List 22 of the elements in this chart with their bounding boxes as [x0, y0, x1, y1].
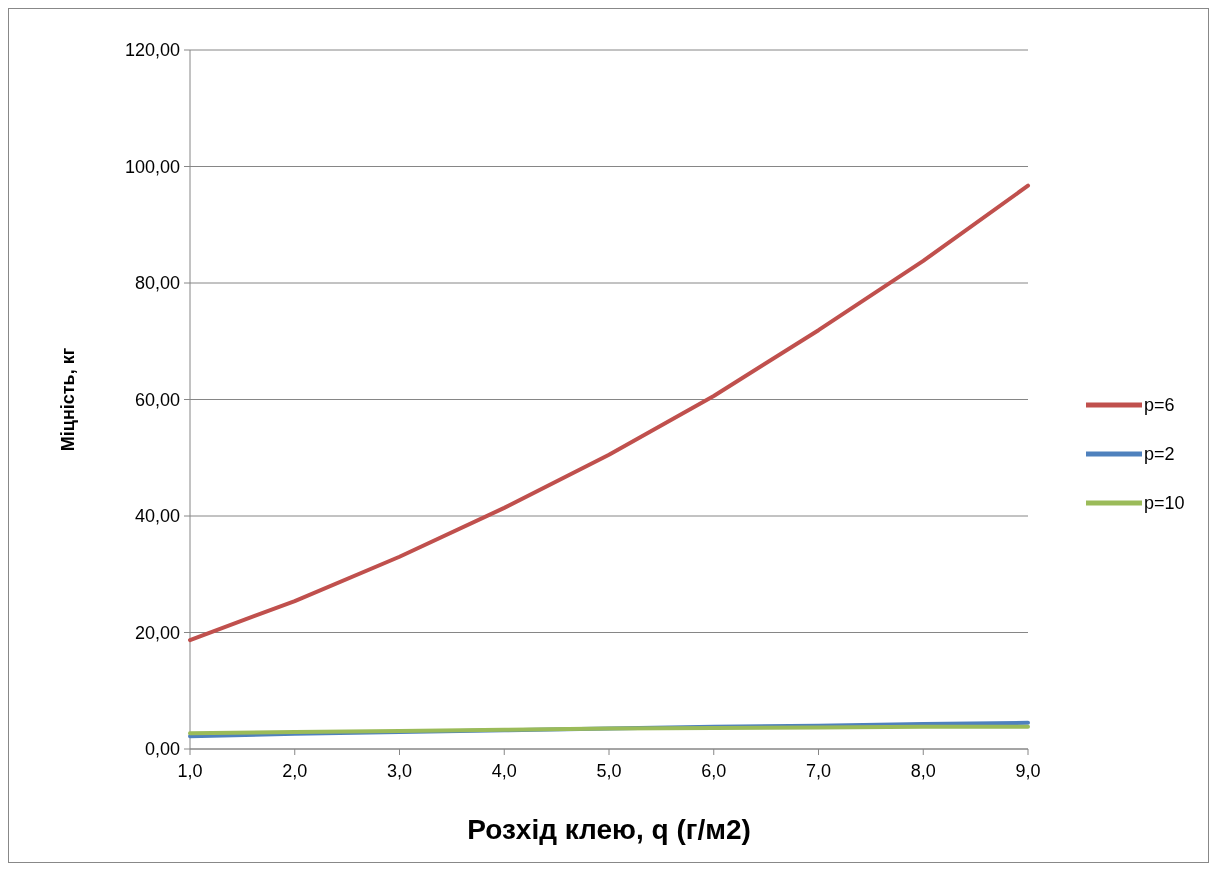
y-tick-label: 80,00 — [134, 273, 180, 294]
y-tick-label: 0,00 — [144, 739, 180, 760]
legend-label: p=10 — [1144, 493, 1185, 514]
x-tick-label: 5,0 — [596, 761, 622, 781]
x-axis-title: Розхід клею, q (г/м2) — [467, 814, 751, 845]
y-tick-label: 60,00 — [134, 389, 180, 410]
y-tick-label: 20,00 — [134, 622, 180, 643]
y-tick-label: 120,00 — [124, 40, 180, 61]
x-tick-label: 7,0 — [805, 761, 832, 781]
x-tick-label: 2,0 — [282, 761, 308, 781]
y-tick-label: 100,00 — [124, 156, 180, 177]
x-tick-label: 1,0 — [177, 761, 203, 781]
x-tick-label: 6,0 — [701, 761, 727, 781]
legend-label: p=6 — [1144, 395, 1175, 416]
y-axis-title: Міцність, кг — [58, 347, 78, 452]
x-tick-label: 3,0 — [386, 761, 413, 781]
legend-label: p=2 — [1144, 444, 1175, 465]
x-tick-label: 4,0 — [491, 761, 517, 781]
line-series — [188, 724, 1030, 736]
x-tick-label: 8,0 — [910, 761, 936, 781]
x-tick-label: 9,0 — [1015, 761, 1041, 781]
y-tick-label: 40,00 — [134, 506, 180, 527]
